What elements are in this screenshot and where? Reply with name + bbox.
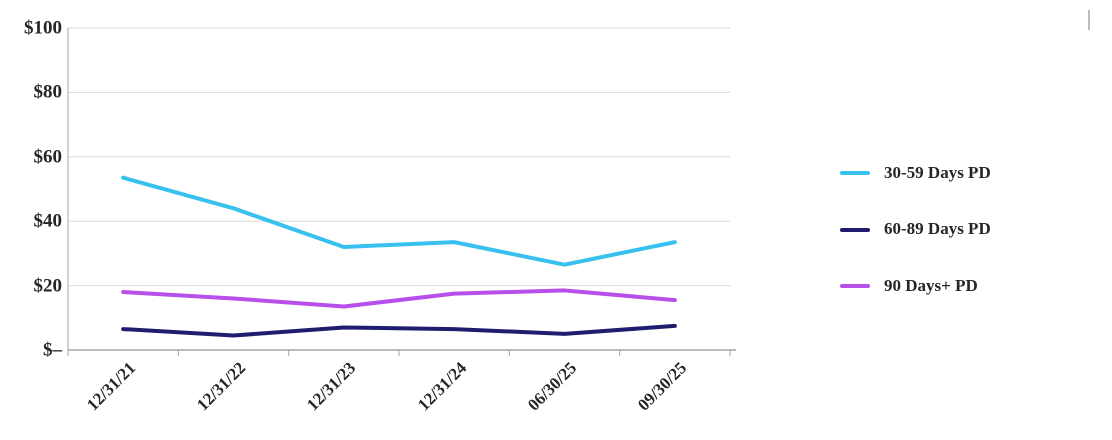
y-axis-label: $– — [43, 339, 62, 361]
legend-label: 90 Days+ PD — [884, 275, 978, 295]
legend-item-60-89-days-pd: 60-89 Days PD — [840, 219, 991, 239]
legend-item-30-59-days-pd: 30-59 Days PD — [840, 163, 991, 183]
y-axis-label: $20 — [33, 275, 63, 297]
legend-label: 30-59 Days PD — [884, 163, 991, 182]
y-axis-label: $40 — [33, 210, 63, 232]
series-line-30-59-days-pd — [121, 175, 677, 267]
legend-line-swatch-icon — [840, 283, 870, 288]
chart-legend: 30-59 Days PD 60-89 Days PD 90 Days+ PD — [840, 163, 991, 296]
series-line-60-89-days-pd — [121, 323, 677, 338]
legend-label: 60-89 Days PD — [884, 219, 991, 239]
y-axis-label: $60 — [33, 146, 63, 168]
legend-line-swatch-icon — [840, 171, 870, 176]
y-axis-label: $100 — [24, 17, 62, 39]
legend-line-swatch-icon — [840, 227, 870, 232]
y-axis-label: $80 — [33, 81, 63, 103]
series-line-90-days-pd — [121, 288, 677, 309]
legend-item-90-days-pd: 90 Days+ PD — [840, 276, 991, 296]
